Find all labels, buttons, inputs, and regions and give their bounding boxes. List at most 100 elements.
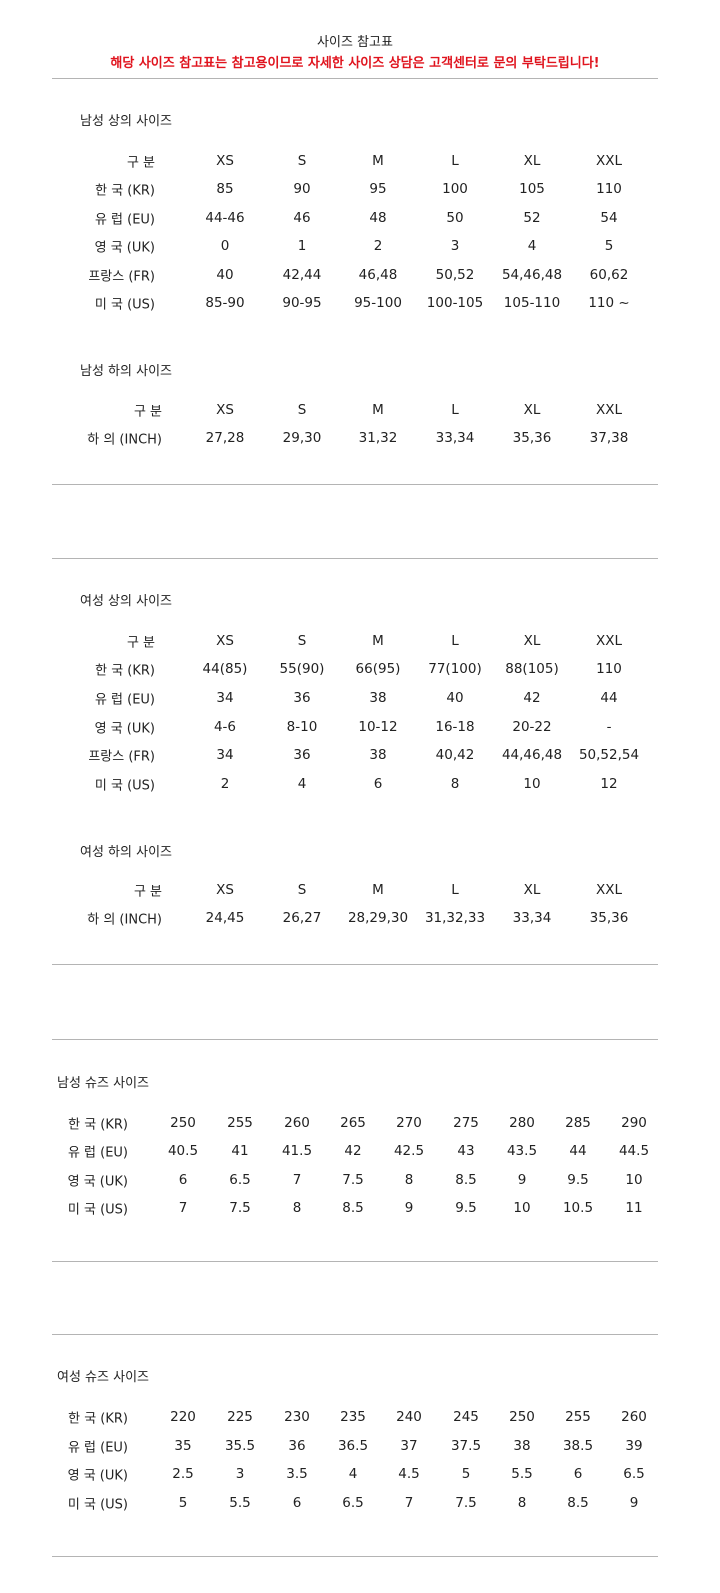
size-cell: 230 — [284, 1409, 310, 1425]
size-cell: 7.5 — [455, 1495, 477, 1511]
size-cell: 10.5 — [562, 1200, 594, 1216]
size-cell: 7 — [404, 1495, 414, 1511]
size-cell: 60,62 — [589, 267, 629, 283]
size-cell: 4.5 — [398, 1466, 420, 1482]
size-cell: 11 — [625, 1200, 643, 1216]
size-cell: 54,46,48 — [501, 267, 563, 283]
size-cell: 44(85) — [202, 661, 248, 677]
row-label: 하 의 (INCH) — [87, 912, 162, 928]
size-cell: 6 — [573, 1466, 583, 1482]
row-label: 구 분 — [133, 884, 162, 900]
size-cell: 34 — [216, 690, 234, 706]
row-label: 유 럽 (EU) — [94, 692, 155, 708]
size-cell: 44 — [600, 690, 618, 706]
size-header-cell: XXL — [595, 882, 623, 898]
size-header-cell: XXL — [595, 153, 623, 169]
size-header-cell: L — [451, 633, 459, 649]
size-cell: 8.5 — [342, 1200, 364, 1216]
size-cell: 6 — [178, 1172, 188, 1188]
size-header-cell: XS — [216, 633, 234, 649]
size-cell: 44 — [569, 1143, 587, 1159]
size-cell: 7 — [292, 1172, 302, 1188]
size-cell: 40 — [216, 267, 234, 283]
size-header-cell: M — [372, 402, 384, 418]
size-cell: 41.5 — [281, 1143, 313, 1159]
size-cell: 3 — [235, 1466, 245, 1482]
size-cell: 26,27 — [282, 910, 322, 926]
size-cell: 42 — [523, 690, 541, 706]
size-cell: 55(90) — [279, 661, 325, 677]
divider — [52, 1556, 658, 1557]
divider — [52, 1039, 658, 1040]
section-title: 남성 하의 사이즈 — [80, 364, 172, 379]
size-header-cell: XL — [523, 402, 541, 418]
size-cell: 3 — [450, 238, 460, 254]
size-cell: 29,30 — [282, 430, 322, 446]
size-header-cell: S — [297, 882, 307, 898]
row-label: 한 국 (KR) — [95, 183, 155, 199]
size-cell: 50 — [446, 210, 464, 226]
divider — [52, 1334, 658, 1335]
row-label: 한 국 (KR) — [68, 1411, 128, 1427]
row-label: 하 의 (INCH) — [87, 432, 162, 448]
size-cell: 8 — [404, 1172, 414, 1188]
size-cell: 245 — [453, 1409, 479, 1425]
size-cell: 38.5 — [562, 1438, 594, 1454]
size-cell: 10 — [513, 1200, 531, 1216]
size-cell: 85 — [216, 181, 234, 197]
size-cell: 105 — [519, 181, 545, 197]
size-cell: 36 — [288, 1438, 306, 1454]
size-cell: 48 — [369, 210, 387, 226]
size-cell: 38 — [513, 1438, 531, 1454]
size-cell: 6 — [373, 776, 383, 792]
size-cell: 9 — [517, 1172, 527, 1188]
size-header-cell: L — [451, 153, 459, 169]
section-title: 여성 하의 사이즈 — [80, 845, 172, 860]
section-title: 여성 슈즈 사이즈 — [57, 1370, 149, 1385]
size-header-cell: XXL — [595, 402, 623, 418]
notice-text: 해당 사이즈 참고표는 참고용이므로 자세한 사이즈 상담은 고객센터로 문의 … — [110, 56, 600, 71]
size-cell: 3.5 — [286, 1466, 308, 1482]
size-cell: 240 — [396, 1409, 422, 1425]
row-label: 한 국 (KR) — [95, 663, 155, 679]
size-cell: 28,29,30 — [347, 910, 409, 926]
size-cell: 10-12 — [358, 719, 398, 735]
size-cell: 95 — [369, 181, 387, 197]
size-cell: 260 — [284, 1115, 310, 1131]
size-cell: 235 — [340, 1409, 366, 1425]
size-cell: 275 — [453, 1115, 479, 1131]
size-cell: 2.5 — [172, 1466, 194, 1482]
size-cell: 5 — [178, 1495, 188, 1511]
size-cell: 37,38 — [589, 430, 629, 446]
size-cell: 24,45 — [205, 910, 245, 926]
size-cell: 6.5 — [623, 1466, 645, 1482]
size-cell: 6.5 — [229, 1172, 251, 1188]
section-title: 여성 상의 사이즈 — [80, 594, 172, 609]
section-title: 남성 슈즈 사이즈 — [57, 1076, 149, 1091]
size-cell: 220 — [170, 1409, 196, 1425]
size-cell: 10 — [523, 776, 541, 792]
size-cell: 39 — [625, 1438, 643, 1454]
size-cell: 37.5 — [450, 1438, 482, 1454]
size-cell: 12 — [600, 776, 618, 792]
size-cell: 35 — [174, 1438, 192, 1454]
size-cell: 7.5 — [229, 1200, 251, 1216]
divider — [52, 1261, 658, 1262]
size-cell: 95-100 — [354, 295, 402, 311]
size-cell: 5 — [461, 1466, 471, 1482]
size-header-cell: XXL — [595, 633, 623, 649]
size-cell: 46,48 — [358, 267, 398, 283]
divider — [52, 964, 658, 965]
row-label: 구 분 — [126, 635, 155, 651]
size-cell: 8-10 — [286, 719, 318, 735]
row-label: 유 럽 (EU) — [67, 1440, 128, 1456]
size-cell: 42.5 — [393, 1143, 425, 1159]
row-label: 프랑스 (FR) — [88, 749, 155, 765]
size-cell: 38 — [369, 690, 387, 706]
size-cell: 36 — [293, 690, 311, 706]
size-cell: 27,28 — [205, 430, 245, 446]
size-cell: 110 — [596, 661, 622, 677]
size-cell: 6.5 — [342, 1495, 364, 1511]
size-cell: 8 — [450, 776, 460, 792]
row-label: 영 국 (UK) — [67, 1468, 128, 1484]
